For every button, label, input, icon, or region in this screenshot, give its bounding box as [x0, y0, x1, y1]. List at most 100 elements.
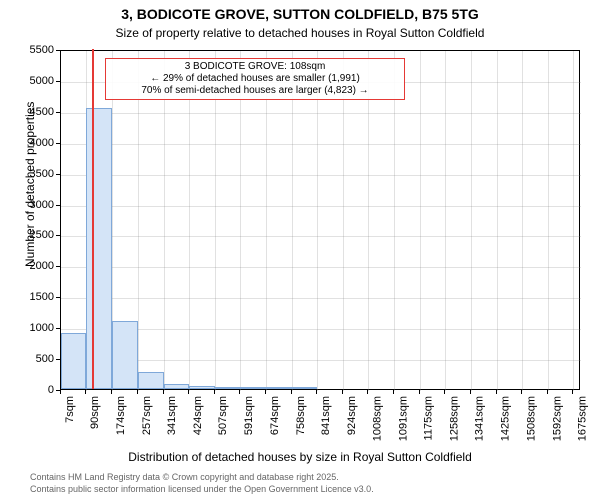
xtick-mark — [137, 390, 138, 394]
gridline — [61, 236, 581, 237]
xtick-label: 674sqm — [269, 396, 281, 435]
ytick-label: 500 — [36, 353, 54, 365]
gridline — [292, 51, 293, 391]
gridline — [240, 51, 241, 391]
xtick-mark — [291, 390, 292, 394]
gridline — [61, 267, 581, 268]
gridline — [548, 51, 549, 391]
histogram-bar — [240, 387, 265, 389]
xtick-mark — [214, 390, 215, 394]
xtick-label: 174sqm — [115, 396, 127, 435]
histogram-bar — [164, 384, 189, 389]
gridline — [61, 206, 581, 207]
histogram-bar — [292, 387, 317, 389]
xtick-mark — [547, 390, 548, 394]
xtick-label: 1008sqm — [371, 396, 383, 441]
gridline — [343, 51, 344, 391]
ytick-mark — [56, 359, 60, 360]
ytick-label: 5500 — [30, 44, 54, 56]
xtick-label: 1592sqm — [551, 396, 563, 441]
chart-subtitle: Size of property relative to detached ho… — [0, 26, 600, 40]
histogram-bar — [61, 333, 86, 389]
xtick-mark — [470, 390, 471, 394]
gridline — [368, 51, 369, 391]
xtick-label: 1175sqm — [423, 396, 435, 440]
ytick-mark — [56, 143, 60, 144]
xtick-mark — [60, 390, 61, 394]
xtick-label: 1258sqm — [448, 396, 460, 441]
xtick-mark — [188, 390, 189, 394]
xtick-label: 1091sqm — [397, 396, 409, 441]
gridline — [189, 51, 190, 391]
histogram-bar — [215, 387, 241, 389]
histogram-bar — [266, 387, 292, 389]
ytick-mark — [56, 112, 60, 113]
chart-title: 3, BODICOTE GROVE, SUTTON COLDFIELD, B75… — [0, 6, 600, 22]
xtick-mark — [265, 390, 266, 394]
xtick-mark — [239, 390, 240, 394]
gridline — [471, 51, 472, 391]
ytick-mark — [56, 297, 60, 298]
ytick-label: 0 — [48, 384, 54, 396]
xtick-mark — [444, 390, 445, 394]
histogram-bar — [86, 108, 112, 389]
xtick-label: 924sqm — [346, 396, 358, 435]
xtick-mark — [342, 390, 343, 394]
gridline — [573, 51, 574, 391]
ytick-label: 3000 — [30, 199, 54, 211]
xtick-label: 1675sqm — [576, 396, 588, 441]
xtick-label: 341sqm — [167, 396, 179, 435]
ytick-label: 4000 — [30, 137, 54, 149]
gridline — [61, 298, 581, 299]
ytick-mark — [56, 50, 60, 51]
xtick-label: 257sqm — [141, 396, 153, 435]
ytick-mark — [56, 174, 60, 175]
ytick-label: 3500 — [30, 168, 54, 180]
xtick-mark — [111, 390, 112, 394]
xtick-mark — [496, 390, 497, 394]
ytick-mark — [56, 266, 60, 267]
xtick-mark — [163, 390, 164, 394]
xtick-label: 841sqm — [320, 396, 332, 435]
gridline — [394, 51, 395, 391]
gridline — [61, 329, 581, 330]
gridline — [420, 51, 421, 391]
xtick-mark — [367, 390, 368, 394]
xtick-label: 1425sqm — [500, 396, 512, 441]
histogram-bar — [112, 321, 137, 389]
xtick-label: 90sqm — [90, 396, 102, 429]
gridline — [215, 51, 216, 391]
ytick-label: 4500 — [30, 106, 54, 118]
ytick-label: 5000 — [30, 75, 54, 87]
gridline — [61, 360, 581, 361]
ytick-label: 1000 — [30, 322, 54, 334]
footer-line-2: Contains public sector information licen… — [0, 484, 600, 494]
xtick-mark — [419, 390, 420, 394]
histogram-bar — [138, 372, 164, 389]
xtick-mark — [316, 390, 317, 394]
footer-line-1: Contains HM Land Registry data © Crown c… — [0, 472, 600, 482]
ytick-mark — [56, 235, 60, 236]
gridline — [61, 113, 581, 114]
ytick-label: 2000 — [30, 260, 54, 272]
ytick-mark — [56, 81, 60, 82]
gridline — [138, 51, 139, 391]
y-axis-label: Number of detached properties — [23, 167, 37, 267]
gridline — [61, 144, 581, 145]
xtick-label: 424sqm — [192, 396, 204, 435]
annotation-box: 3 BODICOTE GROVE: 108sqm← 29% of detache… — [105, 58, 405, 100]
chart-container: 3, BODICOTE GROVE, SUTTON COLDFIELD, B75… — [0, 0, 600, 500]
histogram-bar — [189, 386, 214, 389]
annotation-line: ← 29% of detached houses are smaller (1,… — [112, 73, 398, 85]
gridline — [61, 175, 581, 176]
xtick-label: 507sqm — [218, 396, 230, 435]
gridline — [522, 51, 523, 391]
gridline — [164, 51, 165, 391]
xtick-mark — [85, 390, 86, 394]
xtick-mark — [572, 390, 573, 394]
gridline — [317, 51, 318, 391]
xtick-label: 758sqm — [295, 396, 307, 435]
annotation-line: 70% of semi-detached houses are larger (… — [112, 85, 398, 97]
ytick-label: 1500 — [30, 291, 54, 303]
xtick-label: 591sqm — [243, 396, 255, 435]
